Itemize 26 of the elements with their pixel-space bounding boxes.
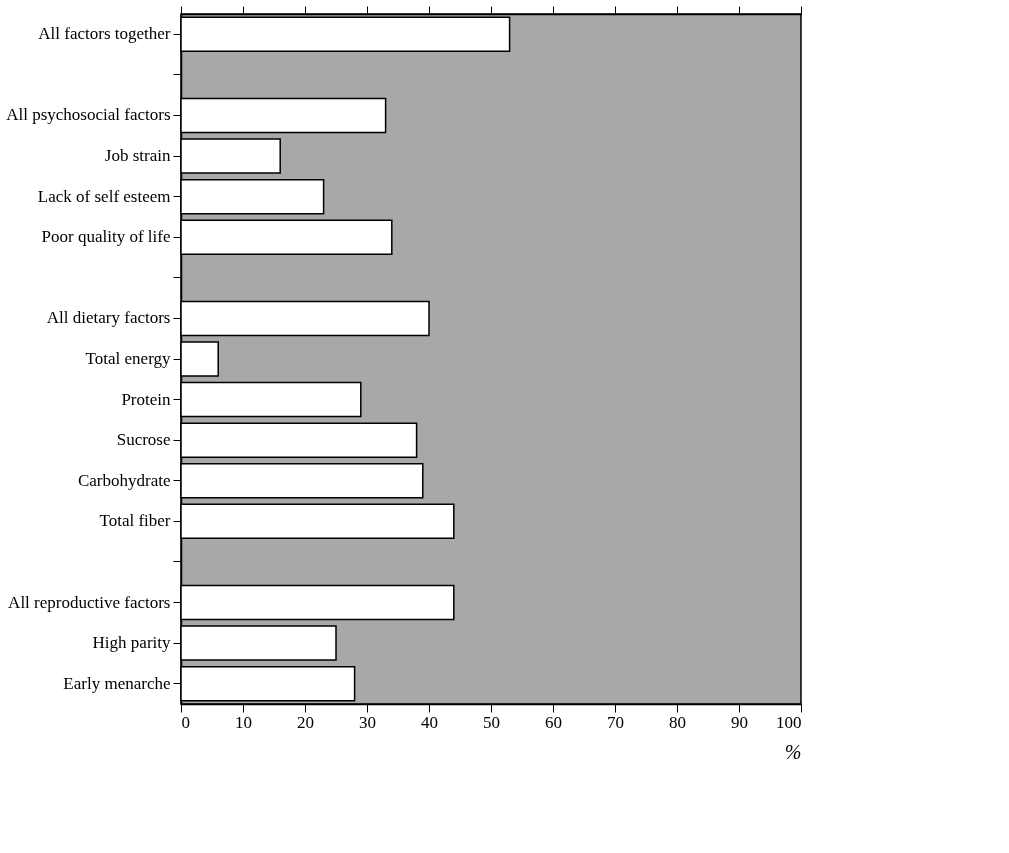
- y-tick-label: All dietary factors: [46, 308, 171, 328]
- x-tick-label: 70: [607, 712, 624, 732]
- y-tick-label: All reproductive factors: [8, 592, 171, 612]
- x-axis-title: %: [784, 740, 802, 763]
- y-tick-label: Sucrose: [116, 430, 171, 450]
- x-tick-label: 80: [669, 712, 686, 732]
- y-tick-label: Job strain: [104, 146, 171, 166]
- x-tick-label: 40: [421, 712, 438, 732]
- x-tick-label: 20: [297, 712, 314, 732]
- y-tick-label: Carbohydrate: [77, 470, 171, 490]
- x-tick-label: 60: [545, 712, 562, 732]
- x-tick-label: 50: [483, 712, 500, 732]
- y-tick-label: Protein: [121, 389, 171, 409]
- y-tick-label: Early menarche: [63, 673, 171, 693]
- x-tick-label: 10: [235, 712, 252, 732]
- y-tick-label: Total fiber: [99, 511, 171, 531]
- x-tick-label: 100: [776, 712, 802, 732]
- y-tick-label: Poor quality of life: [41, 227, 171, 247]
- x-tick-label: 90: [731, 712, 748, 732]
- y-tick-label: Lack of self esteem: [37, 186, 171, 206]
- y-tick-label: High parity: [92, 633, 171, 653]
- x-tick-label: 0: [181, 712, 190, 732]
- y-tick-label: Total energy: [85, 349, 171, 368]
- x-tick-label: 30: [359, 712, 376, 732]
- y-tick-label: All factors together: [38, 24, 171, 44]
- y-tick-label: All psychosocial factors: [6, 105, 171, 125]
